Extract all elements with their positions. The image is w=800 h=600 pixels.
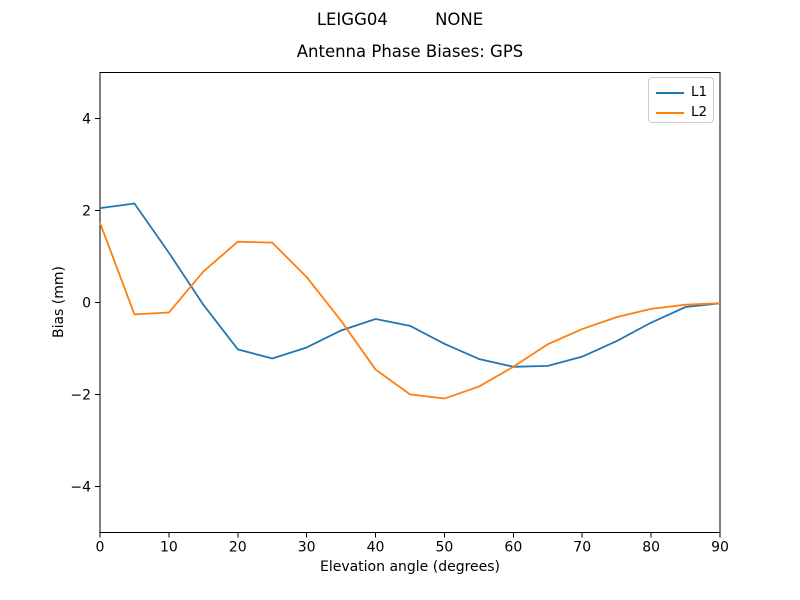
x-tick-label: 90: [711, 539, 729, 555]
legend-entry-l1: L1: [656, 83, 708, 101]
y-tick-label: −2: [70, 387, 91, 403]
l2-line-swatch: [656, 111, 684, 114]
x-tick-label: 30: [298, 539, 316, 555]
x-tick-label: 0: [96, 539, 105, 555]
figure-suptitle: LEIGG04 NONE: [316, 10, 484, 29]
x-tick-label: 60: [504, 539, 522, 555]
legend: L1 L2: [648, 77, 714, 123]
y-axis-label-text: Bias (mm): [51, 265, 67, 339]
plot-frame: [99, 71, 721, 533]
axes-title: Antenna Phase Biases: GPS: [296, 42, 524, 61]
y-tick-label: 2: [82, 203, 91, 219]
series-line-l2: [99, 222, 721, 400]
l1-line-swatch: [656, 91, 684, 94]
x-tick-label: 10: [160, 539, 178, 555]
x-tick-label: 40: [367, 539, 385, 555]
x-tick-label: 20: [229, 539, 247, 555]
x-tick-label: 70: [573, 539, 591, 555]
y-tick-label: 4: [82, 111, 91, 127]
x-tick-label: 80: [642, 539, 660, 555]
x-tick-label: 50: [436, 539, 454, 555]
x-axis-label: Elevation angle (degrees): [319, 559, 501, 575]
legend-entry-l2: L2: [656, 103, 708, 121]
y-tick-label: −4: [70, 479, 91, 495]
legend-label-l2: L2: [691, 103, 708, 120]
legend-label-l1: L1: [691, 83, 708, 100]
y-tick-label: 0: [82, 295, 91, 311]
series-line-l1: [99, 202, 721, 368]
